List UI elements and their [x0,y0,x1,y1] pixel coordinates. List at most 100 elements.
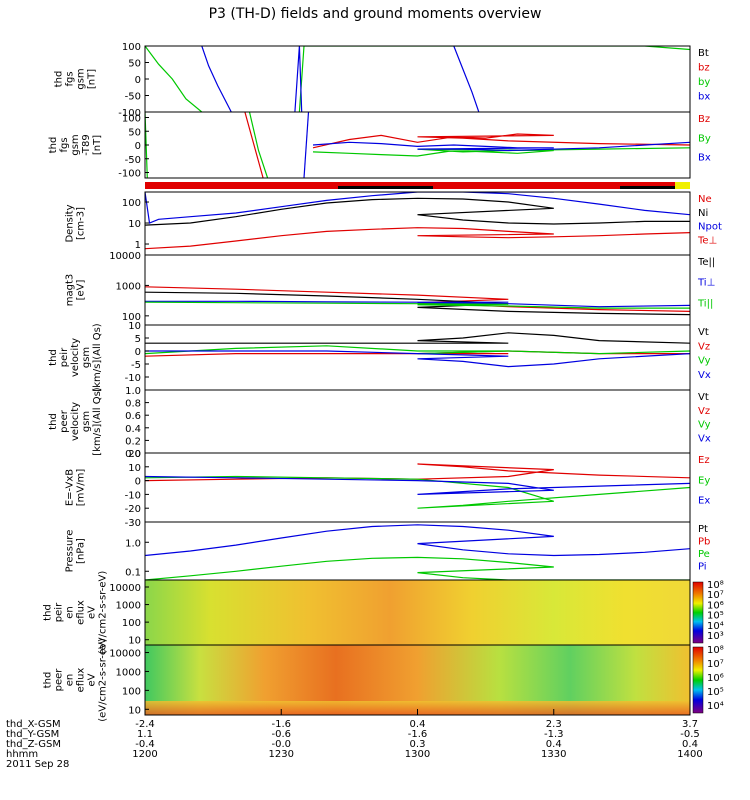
chart-title: P3 (TH-D) fields and ground moments over… [208,6,542,22]
x-axis-row-value: 0.4 [546,739,562,750]
colorbar-tick-label: 10⁶ [707,600,724,611]
status-bar-yellow [675,182,690,189]
y-axis-label: [km/s](All Qs) [92,387,103,455]
legend-item: Ez [698,455,710,466]
colorbar-tick-label: 10³ [707,631,724,642]
y-tick-label: 10000 [109,251,141,262]
panel-frame-peer_vel [144,389,691,454]
legend-item: Ti⊥ [697,278,715,289]
y-tick-label: 100 [122,686,141,697]
series-line-npot [145,192,690,224]
series-line-vt [145,332,690,344]
series-line-pi [145,524,690,557]
legend-item: Vz [698,341,710,352]
y-tick-label: 0.6 [125,411,141,422]
series-line-te [145,291,690,316]
y-tick-label: 100 [122,618,141,629]
series-line-vx [145,350,690,368]
x-axis-row-value: 0.3 [410,739,426,750]
y-axis-label: gsm [81,347,92,368]
y-tick-label: 0.2 [125,436,141,447]
y-axis-label: peir [59,347,70,367]
legend-item: Pt [698,524,708,535]
legend-item: Vx [698,433,711,444]
legend-item: Ey [698,475,710,486]
y-tick-label: 100 [122,114,141,125]
y-tick-label: 10 [128,705,141,716]
x-axis-row-label: thd_X-GSM [6,719,61,730]
x-axis-row-value: 1330 [541,749,566,760]
legend-item: Pi [698,562,707,573]
series-group-efield [145,463,690,509]
y-axis-label: eV [87,606,98,619]
colorbar-tick-label: 10⁴ [707,621,724,632]
y-axis-label: gsm [76,68,87,89]
y-axis-label: magt3 [65,274,76,307]
y-axis-label: -T89 [81,134,92,156]
legend-item: Ti|| [697,298,713,309]
legend-item: Bz [698,114,710,125]
legend-item: Pe [698,549,710,560]
x-axis-row-value: 1300 [405,749,430,760]
y-axis-label: [nPa] [76,538,87,564]
legend-item: Vy [698,420,711,431]
legend-item: Ne [698,194,712,205]
status-bar-red [145,182,690,189]
panel-frame-fgs_t89 [144,111,691,179]
y-axis-label: eV [87,673,98,686]
status-bar-black-2 [620,186,675,189]
y-axis-label: peir [54,602,65,622]
y-tick-label: 100 [122,312,141,323]
y-tick-label: 10 [128,219,141,230]
y-axis-label: eflux [76,600,87,625]
y-axis-label: gsm [81,411,92,432]
y-axis-label: peer [54,668,65,692]
colorbar-tick-label: 10⁷ [707,590,724,601]
series-line-pe [145,556,690,580]
legend-item: Ni [698,208,708,219]
y-axis-label: [nT] [92,135,103,155]
series-line-ti [145,301,690,309]
colorbar-tick-label: 10⁵ [707,687,724,698]
y-axis-label: en [65,606,76,619]
y-tick-label: -50 [125,155,141,166]
y-tick-label: 50 [128,127,141,138]
x-axis-row-value: -0.0 [271,739,291,750]
y-axis-label: [eV] [76,280,87,301]
x-axis-row-value: -1.6 [408,729,428,740]
series-line-ni [145,197,690,226]
legend-item: Bx [698,153,711,164]
panel-frame-density [144,191,691,256]
y-tick-label: 0.0 [125,449,141,460]
y-axis-label: [mV/m] [76,469,87,507]
y-tick-label: 10 [128,636,141,647]
y-axis-label: velocity [70,402,81,441]
y-axis-label: Pressure [65,530,76,573]
x-axis-row-value: -0.4 [135,739,155,750]
series-line-ex [145,475,690,495]
y-tick-label: 0 [135,75,141,86]
y-axis-label: Density [65,204,76,242]
series-line-bz [244,112,264,178]
y-axis-label: [cm-3] [76,207,87,240]
legend-item: bz [698,63,710,74]
legend-item: Pb [698,537,710,548]
y-axis-label: thd [48,413,59,430]
legend-item: by [698,77,710,88]
y-axis-label: thd [48,349,59,366]
legend-item: Vx [698,370,711,381]
legend-item: Bt [698,48,709,59]
y-axis-label: [km/s](All Qs) [92,323,103,391]
y-tick-label: 0 [135,477,141,488]
y-tick-label: -10 [125,490,141,501]
y-axis-label: fgs [59,137,70,152]
panel-frame-peir_vel [144,324,691,391]
y-tick-label: 1 [135,240,141,251]
series-line-by [312,147,690,157]
x-axis-row-value: 1200 [132,749,157,760]
y-axis-label: thd [43,672,54,689]
panel-frame-efield [144,452,691,523]
legend-item: Vz [698,406,710,417]
y-tick-label: -10 [125,373,141,384]
y-axis-label: (eV/cm2-s-sr-eV) [98,638,109,722]
